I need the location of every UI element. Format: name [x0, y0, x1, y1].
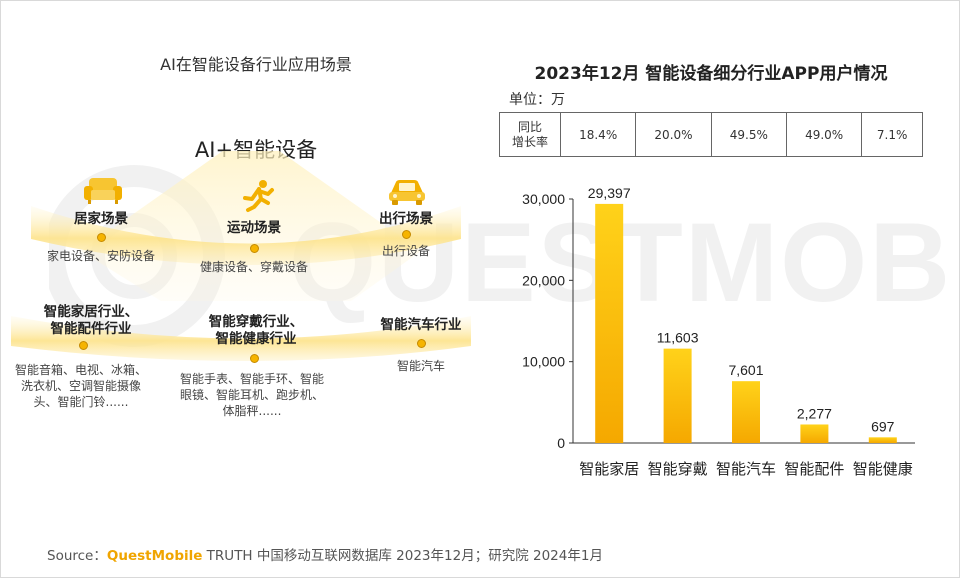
scene-travel: 出行场景 出行设备: [336, 211, 476, 259]
industry-home-desc-2: 洗衣机、空调智能摄像: [20, 379, 141, 393]
scene-travel-desc: 出行设备: [381, 244, 430, 258]
bar-value-label: 29,397: [588, 185, 631, 201]
industry-home-dot: [79, 341, 88, 350]
industry-home: 智能家居行业、 智能配件行业: [21, 304, 161, 338]
industry-wear-desc: 智能手表、智能手环、智能 眼镜、智能耳机、跑步机、 体脂秤......: [167, 371, 337, 419]
source-note: Source：QuestMobile TRUTH 中国移动互联网数据库 2023…: [47, 544, 603, 564]
industry-wear-name-2: 智能健康行业: [215, 331, 297, 347]
industry-wear-desc-1: 智能手表、智能手环、智能: [179, 372, 324, 386]
industry-auto-desc-1: 智能汽车: [396, 359, 445, 373]
unit-label: 单位：万: [509, 92, 565, 108]
left-panel-title: AI在智能设备行业应用场景: [160, 55, 352, 74]
scene-sport: 运动场景 健康设备、穿戴设备: [184, 220, 324, 275]
industry-home-desc-3: 头、智能门铃......: [33, 395, 129, 409]
yoy-value-cell: 18.4%: [559, 112, 637, 157]
runner-icon: [243, 180, 274, 212]
scene-sport-desc: 健康设备、穿戴设备: [199, 260, 308, 274]
bar-value-label: 7,601: [728, 362, 763, 378]
bar: [732, 381, 760, 443]
sofa-icon: [84, 178, 122, 204]
industry-auto-name: 智能汽车行业: [380, 317, 462, 333]
bar: [595, 203, 624, 443]
bar: [800, 424, 829, 443]
scene-home-dot: [97, 233, 106, 242]
industry-wear-desc-2: 眼镜、智能耳机、跑步机、: [179, 388, 324, 402]
scene-sport-dot: [250, 244, 259, 253]
yoy-value-cell: 20.0%: [635, 112, 712, 157]
industry-auto-dot: [417, 339, 426, 348]
y-tick-label: 10,000: [522, 354, 565, 370]
industry-home-name-2: 智能配件行业: [50, 321, 132, 337]
industry-auto-desc: 智能汽车: [351, 358, 491, 374]
x-tick-label: 智能家居: [579, 460, 639, 478]
industry-wear: 智能穿戴行业、 智能健康行业: [186, 314, 326, 348]
yoy-table: 同比 增长率 18.4% 20.0% 49.5% 49.0% 7.1%: [499, 112, 923, 157]
bar: [868, 437, 897, 443]
yoy-value-cell: 49.0%: [785, 112, 863, 157]
scene-home: 居家场景 家电设备、安防设备: [31, 211, 171, 264]
y-tick-label: 30,000: [522, 191, 565, 207]
chart-title: 2023年12月 智能设备细分行业APP用户情况: [534, 64, 888, 84]
yoy-header-line-1: 同比: [517, 119, 542, 134]
scene-bands: [11, 151, 471, 361]
yoy-row: 同比 增长率 18.4% 20.0% 49.5% 49.0% 7.1%: [499, 112, 923, 157]
scene-home-name: 居家场景: [74, 211, 128, 227]
car-icon: [389, 180, 425, 205]
industry-home-desc: 智能音箱、电视、冰箱、 洗衣机、空调智能摄像 头、智能门铃......: [1, 362, 161, 410]
yoy-header-line-2: 增长率: [511, 134, 548, 149]
industry-home-desc-1: 智能音箱、电视、冰箱、: [14, 363, 147, 377]
bar-value-label: 11,603: [657, 330, 699, 346]
yoy-value-cell: 7.1%: [861, 112, 923, 157]
industry-wear-name-1: 智能穿戴行业、: [208, 314, 304, 330]
industry-auto: 智能汽车行业: [351, 317, 491, 334]
source-brand: QuestMobile: [106, 548, 203, 564]
bar-value-label: 697: [871, 418, 895, 434]
x-tick-label: 智能健康: [853, 460, 913, 478]
scene-home-desc: 家电设备、安防设备: [46, 249, 155, 263]
bar: [663, 348, 692, 443]
y-tick-label: 20,000: [522, 272, 565, 288]
x-tick-label: 智能穿戴: [648, 460, 708, 478]
x-tick-label: 智能配件: [784, 460, 844, 478]
yoy-value-cell: 49.5%: [710, 112, 787, 157]
scene-travel-name: 出行场景: [379, 211, 433, 227]
industry-home-name-1: 智能家居行业、: [43, 304, 139, 320]
scene-sport-name: 运动场景: [227, 220, 281, 236]
source-prefix: Source：: [47, 548, 107, 564]
x-tick-label: 智能汽车: [716, 460, 776, 478]
industry-wear-dot: [250, 354, 259, 363]
source-text: TRUTH 中国移动互联网数据库 2023年12月；研究院 2024年1月: [202, 548, 603, 564]
yoy-header-cell: 同比 增长率: [499, 112, 561, 157]
scene-travel-dot: [402, 230, 411, 239]
industry-wear-desc-3: 体脂秤......: [222, 404, 282, 418]
bar-value-label: 2,277: [797, 405, 832, 421]
y-tick-label: 0: [557, 435, 565, 451]
